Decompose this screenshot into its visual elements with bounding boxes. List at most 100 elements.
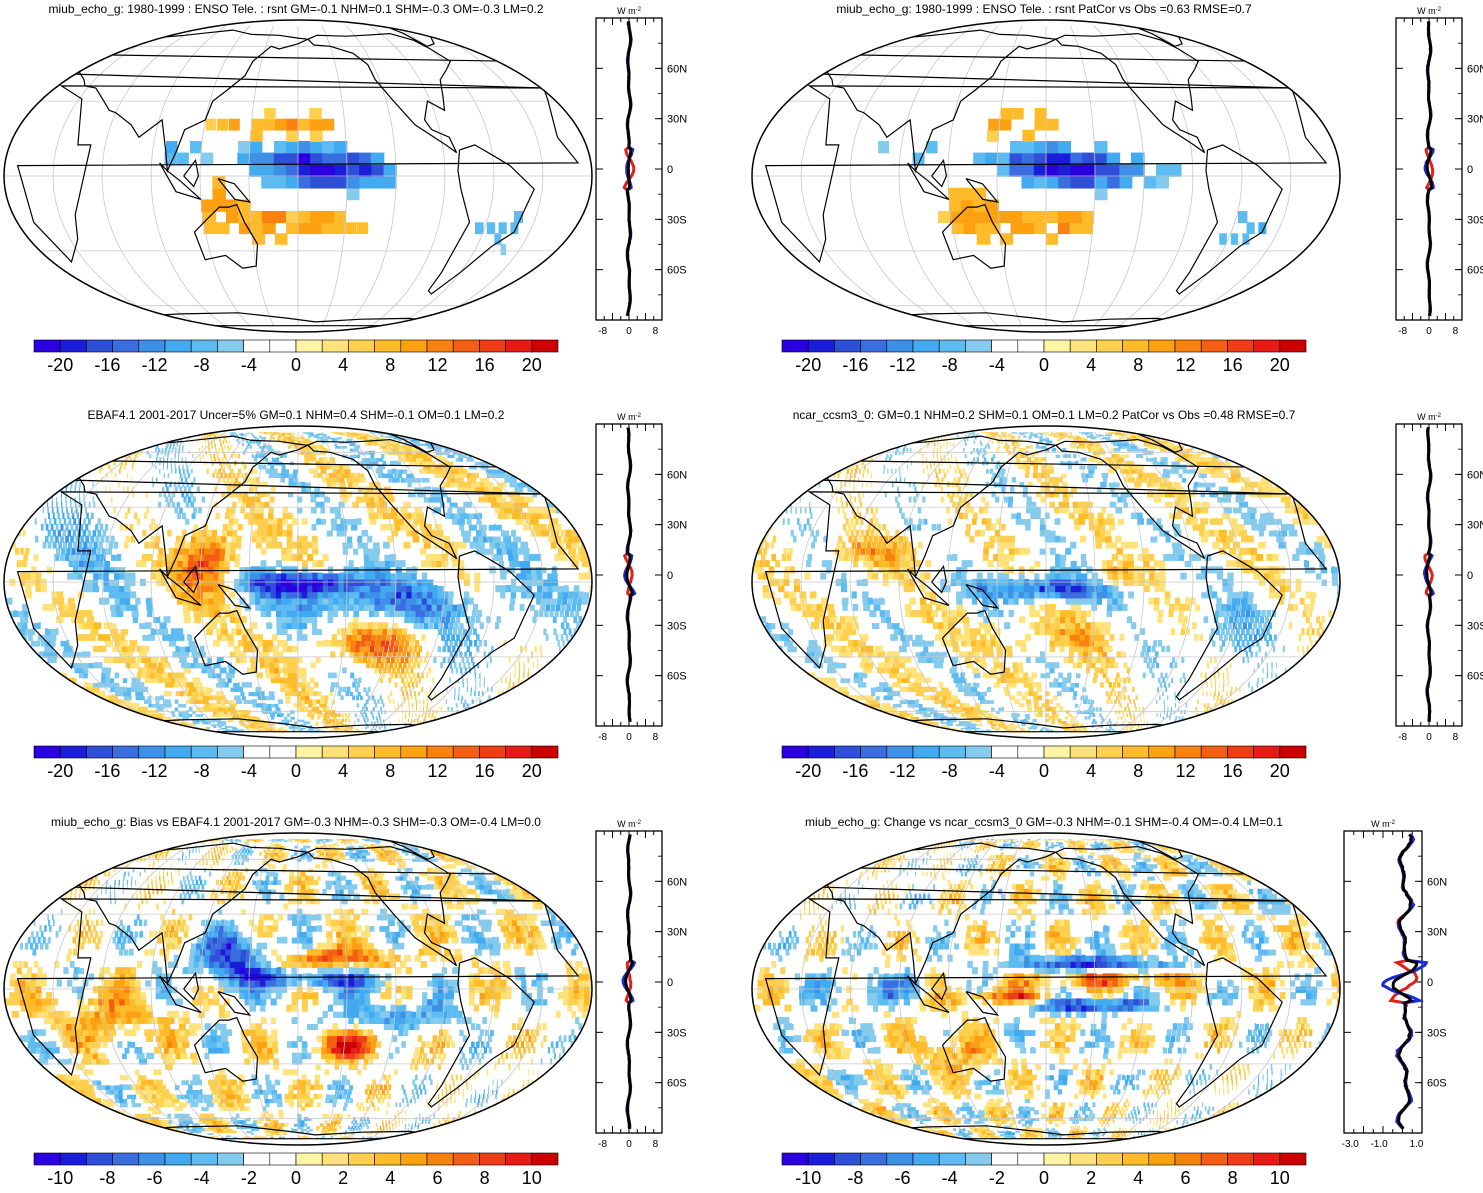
colorbar-cell — [834, 340, 860, 352]
colorbar-cell — [270, 1153, 296, 1165]
colorbar-cell — [808, 1153, 834, 1165]
zonal-tick-label: -8 — [598, 732, 607, 743]
panel-title: miub_echo_g: Bias vs EBAF4.1 2001-2017 G… — [0, 815, 592, 829]
colorbar-label: -4 — [241, 355, 257, 375]
colorbar-cell — [401, 746, 427, 758]
lat-tick-label: 60N — [1427, 876, 1447, 888]
colorbar-cell — [401, 340, 427, 352]
colorbar-label: -8 — [847, 1168, 863, 1188]
colorbar-label: 20 — [1270, 355, 1290, 375]
colorbar-label: -12 — [142, 355, 168, 375]
colorbar-cell — [1175, 746, 1201, 758]
lat-tick-label: 0 — [1467, 570, 1473, 582]
map — [750, 831, 1342, 1147]
lat-tick-label: 60N — [1467, 63, 1483, 75]
colorbar-cell — [939, 1153, 965, 1165]
colorbar-cell — [375, 1153, 401, 1165]
colorbar-cell — [965, 1153, 991, 1165]
colorbar-label: -12 — [142, 761, 168, 781]
colorbar-label: 16 — [475, 761, 495, 781]
colorbar-label: 8 — [1133, 355, 1143, 375]
colorbar-cell — [165, 1153, 191, 1165]
colorbar-label: 4 — [338, 761, 348, 781]
colorbar-cell — [244, 1153, 270, 1165]
colorbar-cell — [1070, 340, 1096, 352]
lat-tick-label: 0 — [1467, 164, 1473, 176]
colorbar-label: 4 — [1086, 761, 1096, 781]
colorbar-label: 8 — [385, 761, 395, 781]
colorbar-cell — [60, 340, 86, 352]
zonal-tick-label: -8 — [1398, 732, 1407, 743]
colorbar-label: 4 — [1086, 355, 1096, 375]
colorbar-label: -10 — [795, 1168, 821, 1188]
colorbar-cell — [834, 746, 860, 758]
zonal-tick-label: 0 — [626, 1139, 632, 1150]
colorbar-cell — [1227, 1153, 1253, 1165]
colorbar-cell — [34, 746, 60, 758]
zonal-tick-label: 8 — [653, 326, 659, 337]
colorbar-cell — [1123, 340, 1149, 352]
lat-tick-label: 60N — [667, 876, 687, 888]
colorbar-label: -12 — [890, 355, 916, 375]
lat-tick-label: 30N — [1427, 927, 1447, 939]
colorbar-label: 12 — [427, 355, 447, 375]
colorbar-cell — [1096, 340, 1122, 352]
lat-tick-label: 0 — [667, 164, 673, 176]
map — [2, 18, 594, 334]
colorbar-label: 0 — [1039, 1168, 1049, 1188]
colorbar-cell — [506, 1153, 532, 1165]
zonal-unit: W m-2 — [617, 819, 641, 829]
zonal-tick-label: 0 — [1426, 326, 1432, 337]
colorbar-cell — [375, 340, 401, 352]
colorbar-cell — [479, 340, 505, 352]
colorbar-label: 20 — [1270, 761, 1290, 781]
colorbar-label: 0 — [291, 761, 301, 781]
colorbar-cell — [348, 746, 374, 758]
colorbar-cell — [113, 340, 139, 352]
colorbar-cell — [506, 746, 532, 758]
colorbar-cell — [1149, 746, 1175, 758]
colorbar-cell — [808, 340, 834, 352]
panel-title: miub_echo_g: 1980-1999 : ENSO Tele. : rs… — [0, 2, 592, 16]
colorbar-label: 16 — [475, 355, 495, 375]
colorbar-cell — [1096, 1153, 1122, 1165]
colorbar-cell — [453, 1153, 479, 1165]
colorbar-cell — [1044, 746, 1070, 758]
colorbar-cell — [322, 340, 348, 352]
colorbar-cell — [1018, 340, 1044, 352]
colorbar-label: 0 — [291, 355, 301, 375]
colorbar-cell — [1254, 746, 1280, 758]
colorbar-label: 6 — [432, 1168, 442, 1188]
colorbar-cell — [244, 340, 270, 352]
colorbar-label: 20 — [522, 355, 542, 375]
colorbar-cell — [86, 1153, 112, 1165]
colorbar-label: -20 — [795, 761, 821, 781]
colorbar-cell — [165, 746, 191, 758]
map — [2, 424, 594, 740]
lat-tick-label: 60S — [1467, 265, 1483, 277]
colorbar-cell — [1123, 1153, 1149, 1165]
zonal-tick-label: 0 — [626, 732, 632, 743]
colorbar-label: 16 — [1223, 355, 1243, 375]
colorbar-cell — [1201, 1153, 1227, 1165]
colorbar-cell — [532, 746, 558, 758]
colorbar-cell — [217, 1153, 243, 1165]
colorbar-label: 6 — [1180, 1168, 1190, 1188]
colorbar-cell — [1070, 746, 1096, 758]
lat-tick-label: 60S — [667, 671, 687, 683]
colorbar-cell — [1044, 340, 1070, 352]
lat-tick-label: 60S — [1427, 1078, 1447, 1090]
lat-tick-label: 60N — [1467, 469, 1483, 481]
colorbar-label: 4 — [1133, 1168, 1143, 1188]
panel-title: ncar_ccsm3_0: GM=0.1 NHM=0.2 SHM=0.1 OM=… — [748, 408, 1340, 422]
colorbar-label: -20 — [47, 355, 73, 375]
colorbar-cell — [992, 746, 1018, 758]
zonal-unit: W m-2 — [617, 412, 641, 422]
colorbar-label: 10 — [522, 1168, 542, 1188]
lat-tick-label: 30N — [1467, 520, 1483, 532]
colorbar-cell — [427, 746, 453, 758]
